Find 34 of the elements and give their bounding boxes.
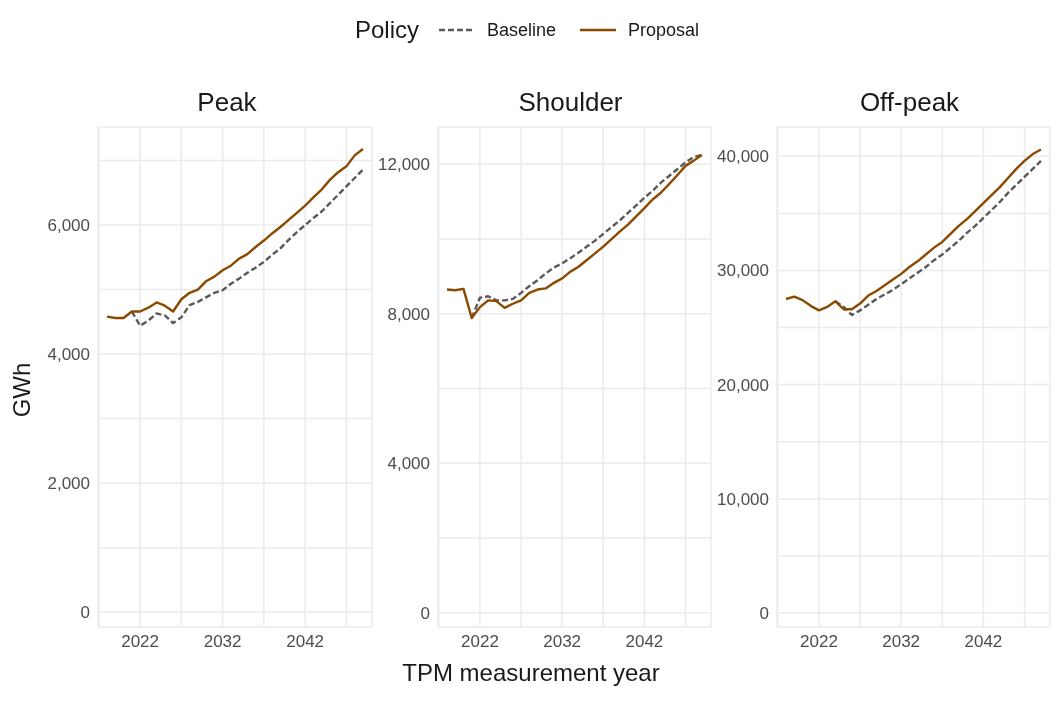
chart-title: Off-peak — [858, 86, 961, 119]
chart-title: Shoulder — [517, 86, 624, 119]
y-tick-label: 2,000 — [47, 474, 90, 494]
y-tick-label: 0 — [759, 603, 769, 623]
x-tick-label: 2022 — [461, 632, 499, 652]
y-tick-label: 20,000 — [717, 375, 769, 395]
x-tick-label: 2042 — [964, 632, 1003, 652]
y-tick-label: 12,000 — [378, 155, 430, 175]
line-series — [130, 168, 365, 327]
y-axis-title: GWh — [8, 362, 36, 417]
y-tick-label: 0 — [420, 603, 430, 623]
line-series — [105, 147, 365, 320]
x-tick-label: 2042 — [286, 632, 325, 652]
legend-label: Proposal — [628, 19, 700, 41]
x-axis-title: TPM measurement year — [401, 659, 661, 687]
y-tick-label: 0 — [80, 603, 90, 623]
y-tick-label: 4,000 — [387, 454, 430, 474]
legend-title: Policy — [354, 16, 419, 44]
y-tick-label: 10,000 — [717, 489, 769, 509]
y-tick-label: 4,000 — [47, 345, 90, 365]
x-tick-label: 2032 — [882, 632, 921, 652]
chart-title: Peak — [196, 86, 258, 119]
x-tick-label: 2022 — [800, 632, 838, 652]
line-series — [784, 148, 1043, 312]
y-tick-label: 8,000 — [387, 304, 430, 324]
y-tick-label: 6,000 — [47, 216, 90, 236]
y-tick-label: 40,000 — [717, 147, 769, 167]
y-tick-label: 30,000 — [717, 261, 769, 281]
x-tick-label: 2042 — [625, 632, 664, 652]
legend-label: Baseline — [486, 19, 557, 41]
x-tick-label: 2022 — [121, 632, 159, 652]
x-tick-label: 2032 — [203, 632, 242, 652]
line-series — [834, 159, 1043, 317]
x-tick-label: 2032 — [543, 632, 582, 652]
